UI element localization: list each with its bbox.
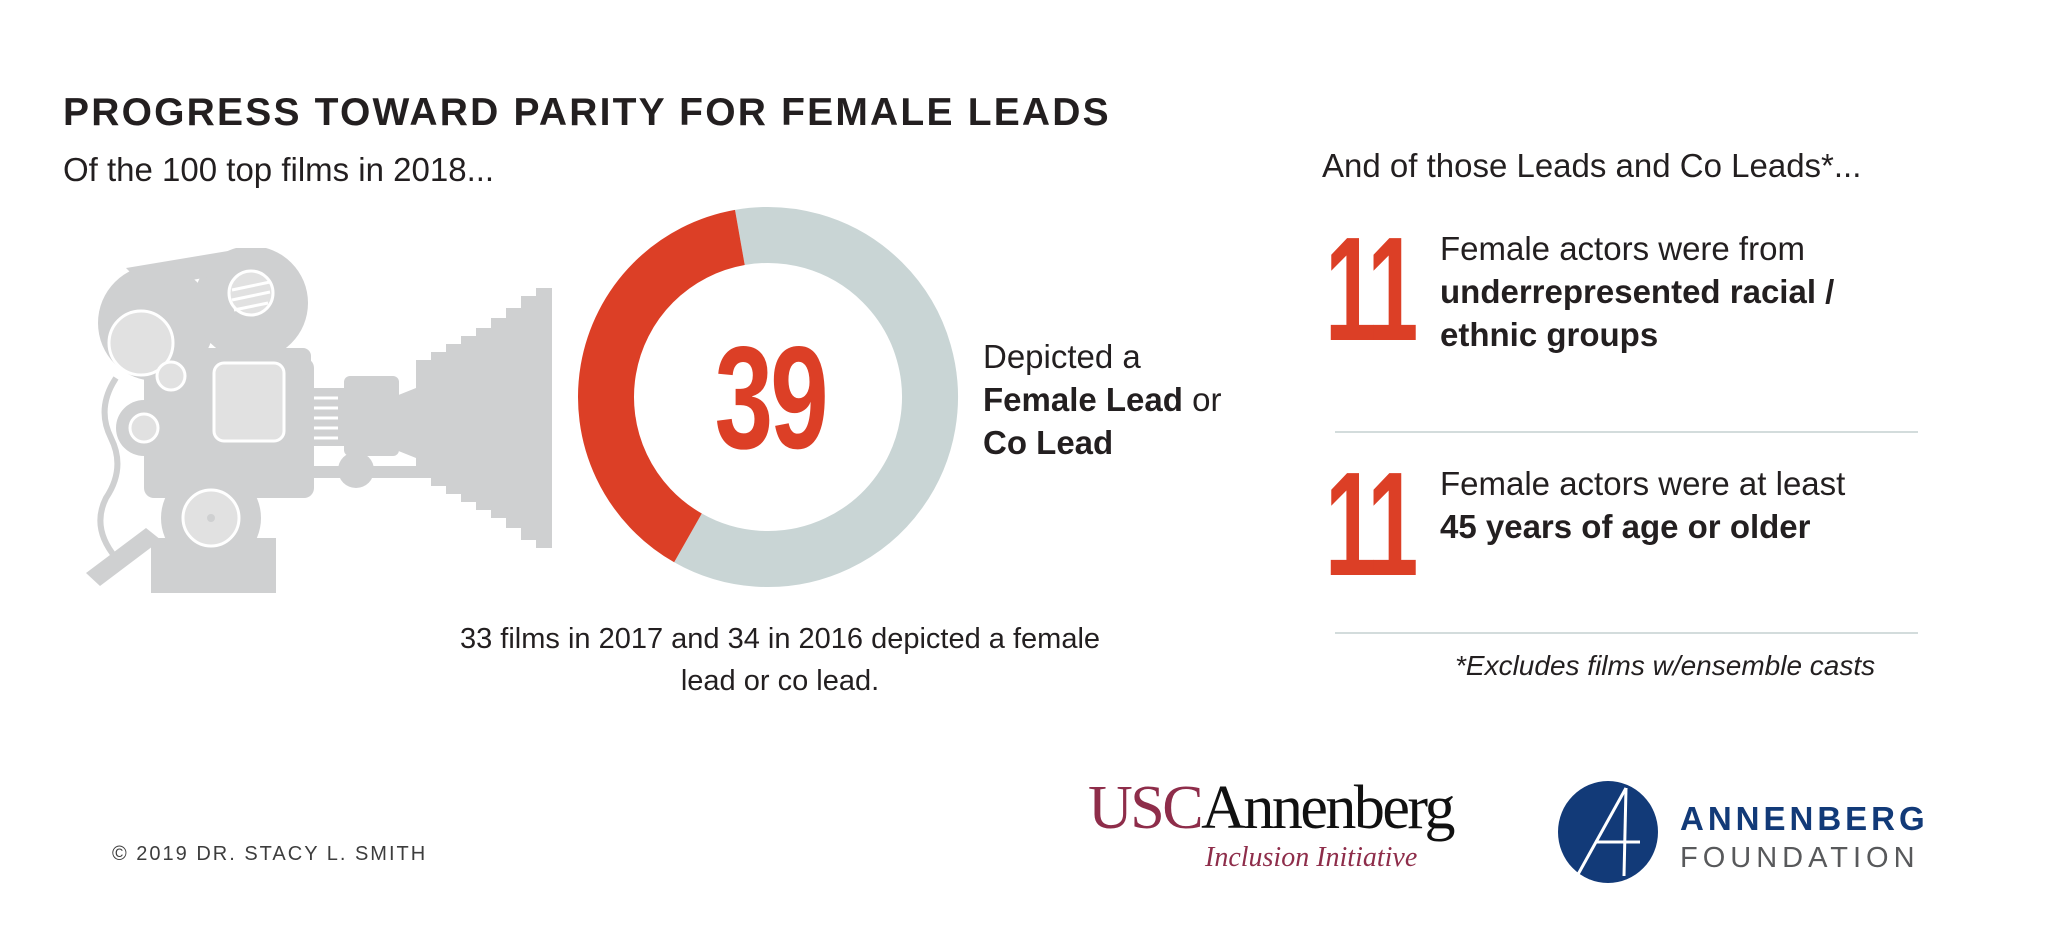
usc-annenberg-logo: USCAnnenberg Inclusion Initiative: [1088, 777, 1528, 898]
donut-center-value: 39: [640, 318, 900, 478]
stat-value-text: 11: [1325, 442, 1418, 607]
stat-bold-line1: 45 years of age or older: [1440, 508, 1811, 545]
donut-label: Depicted a Female Lead or Co Lead: [983, 335, 1221, 464]
donut-label-line3: Co Lead: [983, 421, 1221, 464]
annenberg-foundation-logo: ANNENBERG FOUNDATION: [1556, 780, 1956, 886]
footnote: *Excludes films w/ensemble casts: [1455, 650, 1876, 681]
copyright: © 2019 DR. STACY L. SMITH: [112, 843, 428, 865]
stat-value: 11: [1325, 207, 1425, 372]
film-camera-icon: [86, 248, 552, 593]
donut-label-line1: Depicted a: [983, 338, 1141, 375]
right-heading: And of those Leads and Co Leads*...: [1322, 147, 1862, 184]
usc-annenberg-wordmark: USCAnnenberg: [1088, 777, 1455, 839]
stat-value-text: 11: [1325, 207, 1418, 372]
donut-label-bold1: Female Lead: [983, 381, 1183, 418]
donut-center-value-text: 39: [714, 316, 828, 479]
inclusion-initiative-text: Inclusion Initiative: [1205, 842, 1418, 873]
page-subtitle: Of the 100 top films in 2018...: [63, 151, 495, 188]
donut-label-bold2: Co Lead: [983, 424, 1114, 461]
stat-description: Female actors were at least 45 years of …: [1440, 462, 1845, 548]
divider: [1335, 431, 1918, 433]
stat-value: 11: [1325, 442, 1425, 607]
usc-text: USC: [1088, 774, 1204, 842]
stat-text: Female actors were from: [1440, 230, 1805, 267]
donut-label-line2: Female Lead or: [983, 378, 1221, 421]
stat-description: Female actors were from underrepresented…: [1440, 227, 1834, 356]
annenberg-foundation-mark-icon: [1558, 781, 1658, 883]
stat-bold-line1: underrepresented racial /: [1440, 273, 1835, 310]
annenberg-text: Annenberg: [1201, 774, 1455, 842]
donut-slice-other: [674, 207, 958, 587]
divider: [1335, 632, 1918, 634]
stat-text: Female actors were at least: [1440, 465, 1846, 502]
stat-bold-line2: ethnic groups: [1440, 316, 1659, 353]
donut-slice-female-lead: [578, 209, 746, 563]
foundation-name: ANNENBERG: [1680, 800, 1929, 837]
history-annotation: 33 films in 2017 and 34 in 2016 depicted…: [459, 623, 1101, 697]
foundation-subtitle: FOUNDATION: [1680, 842, 1920, 874]
donut-label-or: or: [1192, 381, 1222, 418]
donut-chart: [578, 207, 958, 587]
page-title: PROGRESS TOWARD PARITY FOR FEMALE LEADS: [63, 91, 1111, 134]
